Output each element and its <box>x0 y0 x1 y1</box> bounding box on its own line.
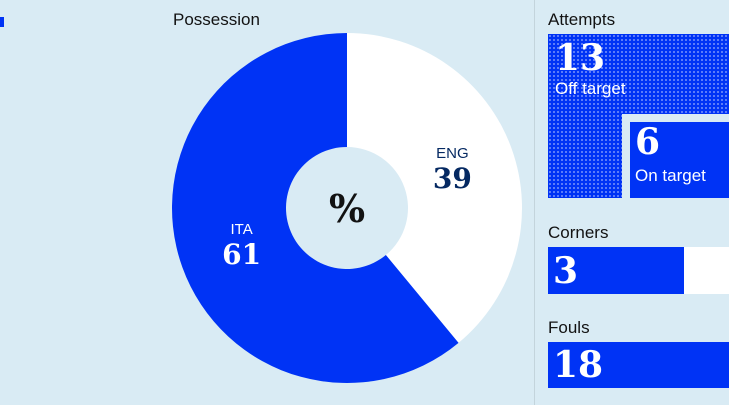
panel-divider <box>534 0 535 405</box>
fouls-bar: 18 <box>548 342 729 388</box>
edge-accent-mark <box>0 17 4 27</box>
center-percent-label: % <box>329 186 365 231</box>
attempts-on-target-block: 6 On target <box>630 122 729 198</box>
attempts-off-target-label: Off target <box>555 79 626 98</box>
corners-bar: 3 <box>548 247 684 294</box>
fouls-title: Fouls <box>548 318 590 337</box>
slice-label-ita: ITA <box>231 221 253 238</box>
slice-eng <box>347 33 522 343</box>
attempts-title: Attempts <box>548 10 616 29</box>
attempts-on-target-label: On target <box>635 166 706 185</box>
slice-ita <box>171 33 459 383</box>
possession-title: Possession <box>173 10 260 29</box>
corners-title: Corners <box>548 223 609 242</box>
attempts-on-target-value: 6 <box>635 121 661 163</box>
corners-value: 3 <box>553 250 579 292</box>
slice-value-eng: 39 <box>433 162 472 195</box>
slice-label-eng: ENG <box>436 145 469 162</box>
attempts-total-value: 13 <box>555 37 606 79</box>
slice-value-ita: 61 <box>222 238 261 271</box>
fouls-value: 18 <box>553 344 604 386</box>
